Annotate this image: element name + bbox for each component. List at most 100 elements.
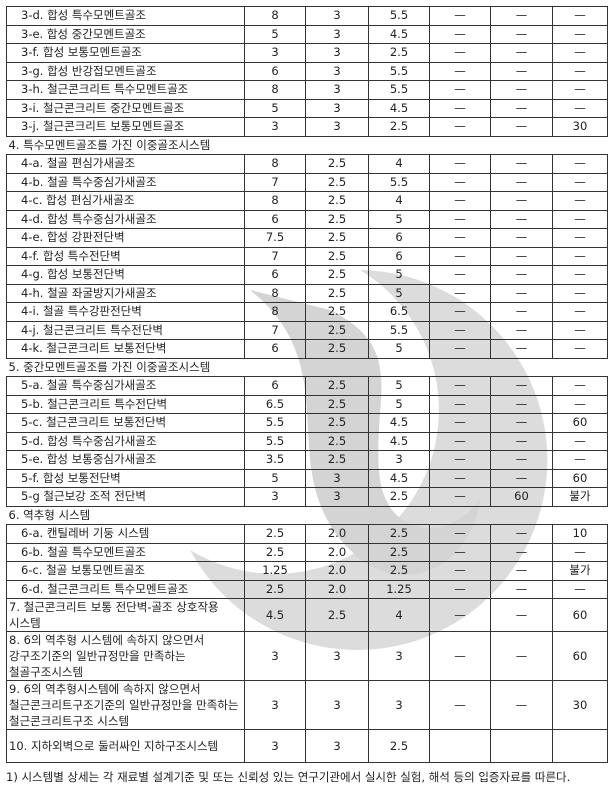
- value-cell: —: [490, 468, 553, 488]
- value-cell: —: [429, 80, 491, 100]
- value-cell: —: [490, 431, 553, 451]
- value-cell: —: [552, 302, 608, 322]
- value-cell: —: [490, 579, 553, 599]
- table-row: 10. 지하외벽으로 둘러싸인 지하구조시스템 3 3 2.5: [6, 729, 608, 763]
- value-cell: —: [552, 542, 608, 562]
- value-cell: —: [429, 376, 491, 396]
- system-name-cell: 6-c. 철골 보통모멘트골조: [6, 561, 245, 581]
- value-cell: 2.5: [305, 394, 369, 414]
- value-cell: 5: [244, 468, 306, 488]
- table-row: 3-h. 철근콘크리트 특수모멘트골조 8 3 5.5— — —: [6, 80, 608, 100]
- value-cell: 2.5: [305, 339, 369, 359]
- value-cell: 8: [244, 302, 306, 322]
- value-cell: —: [552, 98, 608, 118]
- table-row: 5-c. 철근콘크리트 보통전단벽 5.5 2.5 4.5— —60: [6, 413, 608, 433]
- system-name-cell: 10. 지하외벽으로 둘러싸인 지하구조시스템: [6, 729, 245, 763]
- value-cell: —: [429, 394, 491, 414]
- value-cell: 60: [552, 631, 608, 681]
- value-cell: —: [552, 376, 608, 396]
- value-cell: 3: [244, 43, 306, 63]
- table-row: 3-f. 합성 보통모멘트골조 3 3 2.5— — —: [6, 43, 608, 63]
- value-cell: —: [552, 320, 608, 340]
- value-cell: —: [490, 339, 553, 359]
- value-cell: —: [429, 191, 491, 211]
- value-cell: 3: [305, 6, 369, 26]
- value-cell: 2.5: [244, 579, 306, 599]
- value-cell: 3: [305, 43, 369, 63]
- value-cell: 2.5: [305, 376, 369, 396]
- table-row: 6-c. 철골 보통모멘트골조 1.25 2.0 2.5— — 불가: [6, 561, 608, 581]
- value-cell: 6: [244, 376, 306, 396]
- system-name-cell: 4-h. 철골 좌굴방지가새골조: [6, 283, 245, 303]
- value-cell: —: [490, 98, 553, 118]
- value-cell: —: [429, 61, 491, 81]
- value-cell: —: [429, 117, 491, 137]
- value-cell: 4.5: [244, 598, 306, 632]
- value-cell: 3: [305, 487, 369, 507]
- value-cell: 2.0: [305, 579, 369, 599]
- value-cell: 2.5: [368, 43, 430, 63]
- value-cell: —: [490, 542, 553, 562]
- value-cell: 8: [244, 80, 306, 100]
- value-cell: —: [490, 376, 553, 396]
- system-name-cell: 3-g. 합성 반강접모멘트골조: [6, 61, 245, 81]
- value-cell: 8: [244, 283, 306, 303]
- system-name-cell: 5-d. 합성 특수중심가새골조: [6, 431, 245, 451]
- value-cell: 30: [552, 680, 608, 730]
- section-header-row: 4. 특수모멘트골조를 가진 이중골조시스템: [6, 135, 608, 155]
- value-cell: 3.5: [244, 450, 306, 470]
- value-cell: —: [490, 246, 553, 266]
- table-row: 3-j. 철근콘크리트 보통모멘트골조 3 3 2.5— —30: [6, 117, 608, 137]
- value-cell: —: [429, 246, 491, 266]
- value-cell: 5: [244, 98, 306, 118]
- table-row: 4-j. 철근콘크리트 특수전단벽 7 2.5 5.5— — —: [6, 320, 608, 340]
- value-cell: 4.5: [368, 24, 430, 44]
- system-name-cell: 3-d. 합성 특수모멘트골조: [6, 6, 245, 26]
- value-cell: [552, 729, 608, 763]
- value-cell: 3: [305, 80, 369, 100]
- value-cell: —: [490, 172, 553, 192]
- value-cell: 5.5: [368, 320, 430, 340]
- value-cell: 2.0: [305, 561, 369, 581]
- value-cell: 2.5: [305, 413, 369, 433]
- table-row: 6-b. 철골 특수모멘트골조 2.5 2.0 2.5— — —: [6, 542, 608, 562]
- value-cell: —: [490, 394, 553, 414]
- value-cell: —: [490, 413, 553, 433]
- value-cell: —: [429, 209, 491, 229]
- system-name-cell: 4-f. 합성 특수전단벽: [6, 246, 245, 266]
- value-cell: —: [429, 43, 491, 63]
- value-cell: —: [552, 172, 608, 192]
- value-cell: —: [552, 191, 608, 211]
- value-cell: 6.5: [244, 394, 306, 414]
- value-cell: 3: [368, 450, 430, 470]
- value-cell: —: [490, 283, 553, 303]
- value-cell: 7.5: [244, 228, 306, 248]
- value-cell: 5: [244, 24, 306, 44]
- system-name-cell: 4-i. 철골 특수강판전단벽: [6, 302, 245, 322]
- table-row: 6-d. 철근콘크리트 특수모멘트골조 2.5 2.0 1.25— — —: [6, 579, 608, 599]
- system-name-cell: 5-c. 철근콘크리트 보통전단벽: [6, 413, 245, 433]
- value-cell: —: [429, 631, 491, 681]
- value-cell: 5.5: [244, 431, 306, 451]
- value-cell: —: [429, 468, 491, 488]
- value-cell: —: [429, 561, 491, 581]
- value-cell: —: [429, 172, 491, 192]
- value-cell: —: [429, 98, 491, 118]
- value-cell: 2.5: [305, 172, 369, 192]
- value-cell: 2.5: [368, 542, 430, 562]
- value-cell: 60: [552, 598, 608, 632]
- table-row: 4-i. 철골 특수강판전단벽 8 2.5 6.5— — —: [6, 302, 608, 322]
- value-cell: —: [490, 117, 553, 137]
- value-cell: 2.5: [368, 487, 430, 507]
- value-cell: 2.5: [305, 265, 369, 285]
- value-cell: —: [429, 302, 491, 322]
- value-cell: 4.5: [368, 413, 430, 433]
- table-row: 5-a. 철골 특수중심가새골조 6 2.5 5— — —: [6, 376, 608, 396]
- table-row: 5-e. 합성 보통중심가새골조 3.5 2.5 3— — —: [6, 450, 608, 470]
- value-cell: 2.5: [368, 729, 430, 763]
- value-cell: 2.5: [305, 209, 369, 229]
- value-cell: —: [490, 302, 553, 322]
- system-name-cell: 5-a. 철골 특수중심가새골조: [6, 376, 245, 396]
- value-cell: —: [552, 265, 608, 285]
- value-cell: 2.5: [305, 450, 369, 470]
